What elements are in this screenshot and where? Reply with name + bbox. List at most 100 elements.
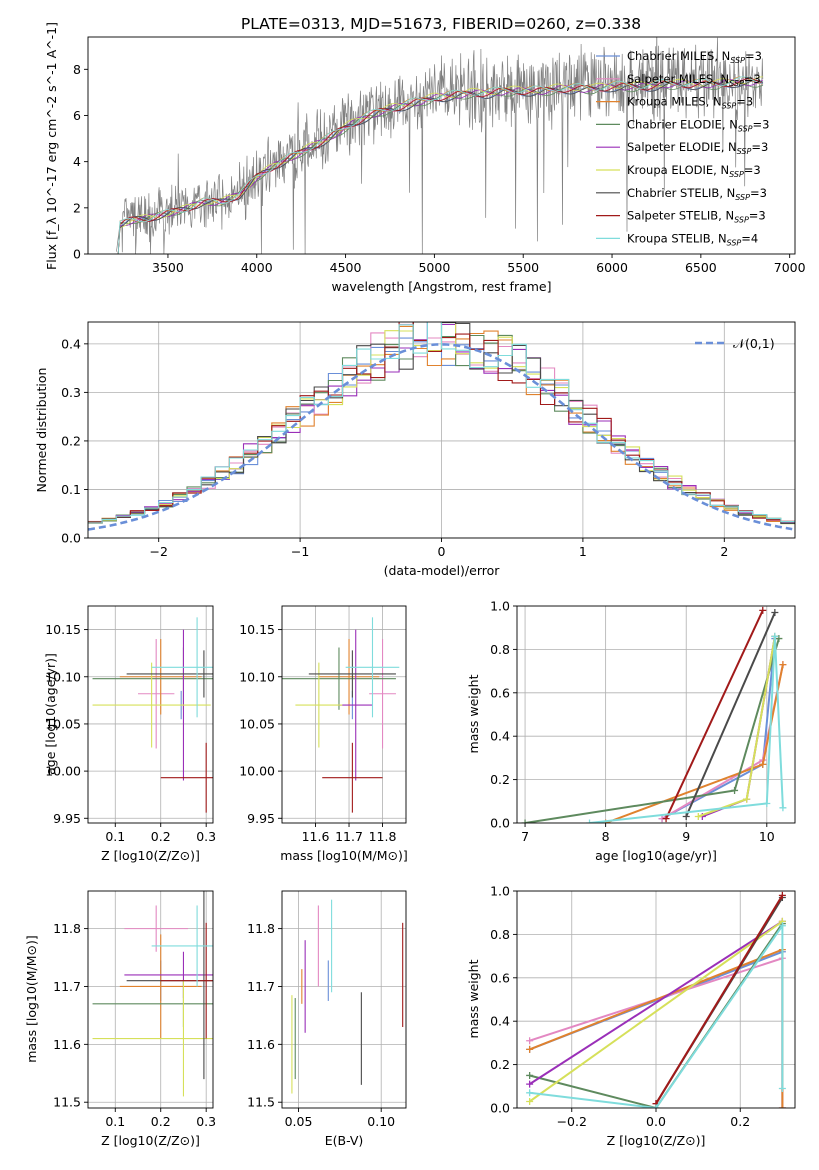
chart-age-vs-Z: 0.1 0.2 0.3 9.95 10.00 10.05 10.10 10.15 Z [log1…: [43, 605, 216, 863]
data-point: [682, 812, 690, 820]
errorbar-kroupa-stelib: [151, 617, 213, 718]
y-tick-label: 11.8: [247, 921, 275, 936]
errorbar-salpeter-miles: [124, 905, 188, 952]
legend-n: N: [725, 209, 734, 223]
errorbar-salpeter-elodie: [338, 629, 373, 781]
x-axis-label: Z [log10(Z/Z⊙)]: [101, 848, 200, 863]
legend-entry: Chabrier MILES, NSSP=3: [627, 49, 762, 65]
x-tick-label: 0.1: [105, 829, 125, 844]
y-tick-label: 0.2: [61, 433, 81, 448]
data-point: [694, 812, 702, 820]
y-tick-label: 0.0: [490, 1101, 510, 1116]
y-tick-label: 0.4: [490, 729, 510, 744]
y-tick-label: 0.0: [490, 816, 510, 831]
y-tick-label: 10.05: [239, 716, 275, 731]
axes-frame: [87, 890, 214, 1109]
data-point: [526, 1045, 534, 1053]
data-point: [779, 804, 787, 812]
legend-sub: SSP: [729, 170, 744, 179]
legend-entry: Kroupa MILES, NSSP=3: [627, 95, 753, 111]
legend-sub: SSP: [729, 79, 744, 88]
legend-rest: =3: [750, 186, 767, 200]
chart-age-vs-mass: 11.6 11.7 11.8 9.95 10.00 10.05 10.10 10.15 mass…: [239, 605, 408, 863]
x-tick-label: 7: [521, 829, 529, 844]
legend-entry: Kroupa STELIB, NSSP=4: [627, 231, 758, 247]
y-tick-label: 11.7: [53, 979, 81, 994]
x-axis-label: (data-model)/error: [384, 563, 501, 578]
data-point: [586, 819, 594, 823]
x-tick-label: 0.2: [151, 829, 171, 844]
errorbar-salpeter-stelib: [160, 922, 213, 1039]
axes-frame: [516, 605, 796, 824]
y-tick-label: 0.2: [490, 772, 510, 787]
data-point: [526, 1037, 534, 1045]
series-line: [529, 922, 784, 1108]
chart-mass-vs-Z: 0.1 0.2 0.3 11.5 11.6 11.7 11.8 Z [log10(Z/Z⊙)]…: [24, 890, 216, 1148]
series-line: [529, 920, 783, 1103]
legend-entry: Chabrier STELIB, NSSP=3: [627, 186, 767, 202]
axes-frame: [87, 605, 214, 824]
x-axis-label: mass [log10(M/M⊙)]: [280, 848, 408, 863]
data-point: [526, 1071, 534, 1079]
plot-area: [282, 891, 406, 1108]
x-tick-label: 9: [682, 829, 690, 844]
plot-area: [114, 37, 764, 254]
errorbar-kroupa-miles: [119, 639, 202, 715]
series-chabrier-elodie: [521, 635, 783, 823]
legend-entry: Salpeter MILES, NSSP=3: [627, 72, 761, 88]
series-kroupa-stelib: [586, 632, 787, 823]
y-tick-label: 11.6: [247, 1037, 275, 1052]
y-tick-label: 6: [73, 108, 81, 123]
x-tick-label: 0: [438, 544, 446, 559]
errorbar-chabrier-elodie: [282, 647, 396, 710]
y-tick-label: 10.15: [45, 622, 81, 637]
y-tick-label: 11.6: [53, 1037, 81, 1052]
y-tick-label: 0.3: [61, 385, 81, 400]
legend-n: N: [722, 49, 731, 63]
x-tick-label: 6500: [685, 260, 717, 275]
plot-area: [88, 891, 213, 1108]
series-line: [665, 609, 764, 820]
legend-sub: SSP: [722, 102, 737, 111]
y-tick-label: 2: [73, 200, 81, 215]
data-point: [778, 891, 786, 899]
errorbar-salpeter-stelib: [160, 742, 213, 813]
y-tick-label: 10.00: [45, 764, 81, 779]
histogram-kroupa-stelib: [88, 322, 795, 524]
x-tick-label: 1: [579, 544, 587, 559]
chart-mass-weight-vs-age: 7 8 9 10 0.0 0.2 0.4 0.6 0.8 1.0 age [log10(age/yr…: [466, 599, 796, 863]
legend-sub: SSP: [735, 193, 750, 202]
x-tick-label: 0.3: [196, 1114, 216, 1129]
y-tick-label: 10.10: [239, 669, 275, 684]
x-tick-label: 10: [759, 829, 775, 844]
data-point: [763, 799, 771, 807]
x-tick-label: 11.8: [369, 829, 397, 844]
figure-title: PLATE=0313, MJD=51673, FIBERID=0260, z=0…: [241, 15, 641, 33]
data-point: [779, 661, 787, 669]
axes-frame: [281, 605, 407, 824]
y-tick-label: 0.4: [61, 336, 81, 351]
x-axis-label: wavelength [Angstrom, rest frame]: [331, 279, 551, 294]
data-point: [526, 1080, 534, 1088]
x-tick-label: 5000: [418, 260, 450, 275]
legend-rest: =4: [741, 231, 758, 245]
legend-rest: =3: [744, 163, 761, 177]
data-point: [759, 760, 767, 768]
data-point: [771, 609, 779, 617]
x-tick-label: 5500: [507, 260, 539, 275]
series-line: [589, 636, 784, 823]
legend-rest: =3: [749, 209, 766, 223]
x-tick-label: 4500: [330, 260, 362, 275]
y-tick-label: 0.4: [490, 1014, 510, 1029]
x-tick-label: 4000: [241, 260, 273, 275]
legend-n: N: [718, 231, 727, 245]
series-line: [685, 612, 776, 817]
chart-mass-vs-ebv: 0.05 0.10 11.5 11.6 11.7 11.8 E(B-V): [247, 890, 407, 1148]
data-point: [743, 795, 751, 803]
data-point: [652, 1104, 660, 1108]
errorbar-kroupa-stelib: [345, 617, 400, 718]
x-axis-label: Z [log10(Z/Z⊙)]: [101, 1133, 200, 1148]
errorbar-salpeter-miles: [369, 639, 396, 749]
legend-rest: =3: [745, 49, 762, 63]
